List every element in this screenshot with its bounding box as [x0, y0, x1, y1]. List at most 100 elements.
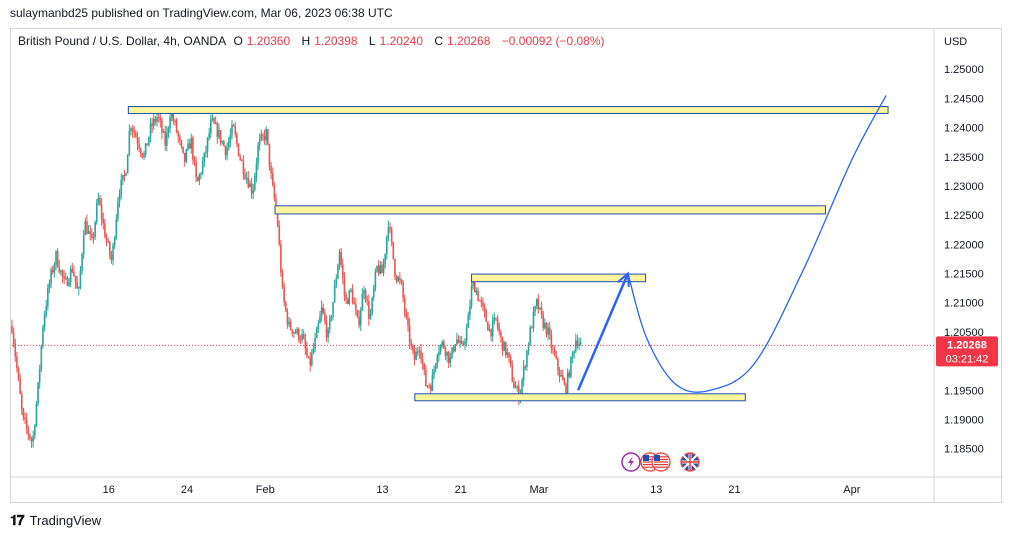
- close-label: C: [434, 34, 444, 48]
- candle-body: [51, 269, 54, 273]
- candle-body: [446, 351, 448, 356]
- candle-body: [506, 352, 509, 356]
- x-tick-label: Feb: [256, 484, 275, 496]
- candle-body: [47, 288, 49, 307]
- candle-body: [195, 161, 197, 178]
- candle-body: [350, 289, 352, 291]
- candle-body: [368, 301, 370, 319]
- candle-body: [416, 351, 419, 353]
- candle-body: [247, 178, 250, 188]
- candle-body: [203, 152, 206, 163]
- candle-body: [415, 351, 417, 360]
- candle-body: [332, 302, 334, 317]
- candle-body: [312, 348, 315, 353]
- candle-body: [78, 287, 80, 289]
- candle-body: [480, 300, 483, 303]
- candle-body: [535, 299, 538, 307]
- candle-body: [320, 307, 323, 316]
- candle-body: [301, 334, 303, 340]
- candle-body: [161, 120, 163, 133]
- candle-body: [324, 312, 326, 322]
- candle-body: [100, 204, 103, 219]
- candle-body: [43, 314, 46, 328]
- candle-body: [144, 143, 147, 155]
- candle-body: [423, 363, 426, 370]
- candle-body: [280, 244, 282, 273]
- candle-body: [151, 123, 153, 127]
- candle-body: [571, 353, 574, 357]
- candle-body: [532, 311, 535, 328]
- candle-body: [14, 343, 17, 357]
- candle-body: [563, 380, 566, 385]
- candle-body: [82, 235, 85, 255]
- candle-body: [84, 221, 87, 236]
- candle-body: [156, 117, 158, 122]
- candle-body: [120, 179, 122, 195]
- candle-body: [237, 143, 240, 157]
- candle-body: [390, 228, 393, 242]
- candle-body: [504, 341, 507, 356]
- candle-body: [223, 141, 225, 147]
- candle-body: [498, 327, 501, 332]
- candle-body: [464, 340, 466, 345]
- candle-body: [115, 218, 118, 238]
- candle-body: [355, 304, 357, 311]
- support-resistance-zone: [414, 393, 746, 402]
- candle-body: [35, 403, 38, 426]
- candle-body: [508, 352, 510, 358]
- candle-body: [493, 317, 496, 321]
- candle-body: [126, 154, 129, 174]
- candle-body: [513, 381, 515, 388]
- candle-body: [213, 118, 215, 124]
- candle-body: [358, 316, 360, 326]
- y-tick-label: 1.19000: [944, 414, 984, 426]
- candle-body: [488, 328, 491, 331]
- symbol-name[interactable]: British Pound / U.S. Dollar, 4h, OANDA: [18, 34, 227, 48]
- candle-body: [576, 340, 579, 346]
- candle-body: [309, 357, 312, 366]
- y-tick-label: 1.21000: [944, 298, 984, 310]
- candle-body: [330, 316, 333, 319]
- candle-body: [327, 329, 329, 338]
- footer-brand[interactable]: TradingView: [29, 513, 102, 528]
- candle-body: [289, 321, 292, 330]
- candle-body: [276, 208, 279, 226]
- candle-body: [302, 334, 305, 339]
- candle-body: [198, 174, 201, 182]
- candle-body: [436, 355, 439, 364]
- candle-body: [304, 338, 307, 349]
- candle-body: [34, 425, 36, 436]
- candle-body: [125, 173, 127, 176]
- candle-body: [250, 183, 253, 194]
- candle-body: [40, 345, 43, 370]
- candle-body: [95, 203, 98, 223]
- candle-body: [575, 340, 577, 352]
- candle-body: [482, 302, 484, 306]
- candle-body: [154, 118, 157, 122]
- candle-body: [405, 311, 408, 317]
- candle-body: [338, 251, 341, 266]
- candle-body: [79, 270, 82, 288]
- y-tick-label: 1.20500: [944, 327, 984, 339]
- candle-body: [275, 198, 277, 209]
- candle-body: [389, 227, 391, 229]
- candle-body: [196, 177, 199, 182]
- candle-body: [262, 134, 264, 136]
- candle-body: [239, 156, 241, 160]
- candle-body: [438, 351, 440, 356]
- candle-body: [568, 372, 571, 377]
- tradingview-logo-icon[interactable]: 𝟏𝟕: [10, 512, 25, 528]
- candle-body: [376, 265, 378, 272]
- candle-body: [273, 185, 276, 199]
- candle-body: [89, 231, 92, 234]
- candle-body: [64, 277, 67, 279]
- candle-body: [205, 151, 207, 153]
- us-flag-canton: [654, 455, 660, 461]
- chart-frame: [10, 28, 1002, 503]
- candle-body: [73, 271, 75, 276]
- candle-body: [298, 328, 300, 340]
- candle-body: [443, 341, 445, 348]
- candle-body: [214, 123, 217, 125]
- candle-body: [460, 340, 463, 344]
